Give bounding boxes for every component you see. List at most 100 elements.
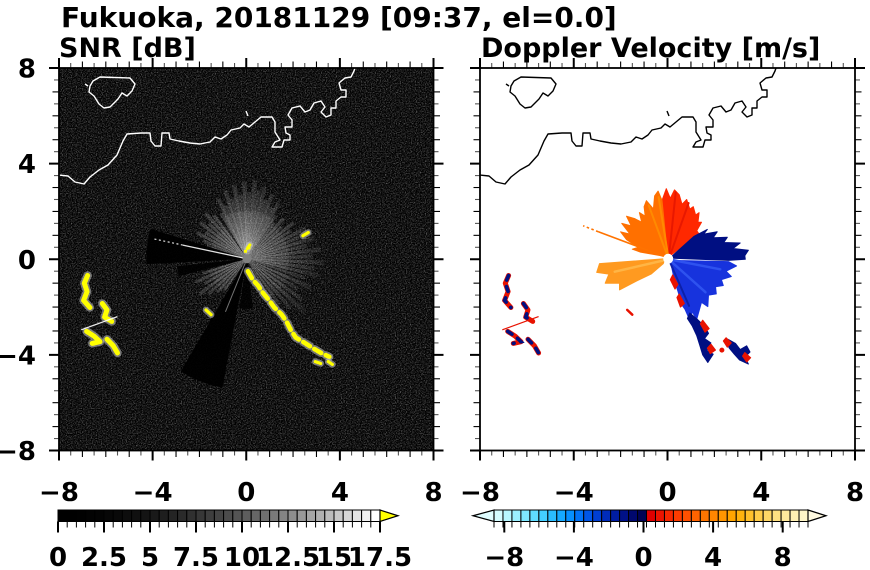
snr-ray bbox=[216, 258, 247, 294]
colorbar-tick-label: 0 bbox=[634, 543, 652, 570]
colorbar-tick-label: 15 bbox=[316, 543, 352, 570]
colorbar-cell bbox=[654, 509, 665, 522]
colorbar-cell bbox=[94, 509, 105, 522]
colorbar-cell bbox=[177, 509, 188, 522]
colorbar-over-arrow bbox=[379, 509, 400, 523]
snr-ray bbox=[246, 180, 258, 259]
vel-texture-ray bbox=[667, 202, 690, 261]
clutter-thin-line bbox=[80, 315, 118, 331]
colorbar-cell bbox=[57, 509, 68, 522]
snr-ray bbox=[207, 222, 247, 259]
colorbar-cell bbox=[601, 509, 612, 522]
colorbar-cell bbox=[592, 509, 603, 522]
x-tick-label: 8 bbox=[424, 478, 442, 508]
colorbar-cell bbox=[502, 509, 513, 522]
colorbar-cell bbox=[305, 509, 317, 522]
snr-ray bbox=[246, 258, 282, 307]
snr-ray bbox=[246, 258, 304, 302]
clutter-echo bbox=[301, 230, 310, 238]
coastline bbox=[505, 83, 670, 117]
colorbar-tick-label: 10 bbox=[224, 543, 260, 570]
colorbar-cell bbox=[186, 509, 197, 522]
vel-echo-navy bbox=[526, 337, 541, 355]
colorbar-cell bbox=[232, 509, 243, 522]
snr-ray bbox=[246, 193, 275, 259]
vel-red-fringe bbox=[722, 337, 732, 348]
panel-axes: −8 −4 0 4 8 −8 −4 0 4 8 8 4 0 −4 −8 bbox=[0, 55, 865, 508]
vel-texture-ray bbox=[613, 258, 670, 273]
vel-echo-navy bbox=[505, 329, 525, 346]
radar-site-dot bbox=[242, 254, 252, 264]
snr-thin-ray bbox=[182, 244, 248, 260]
figure-title: Fukuoka, 20181129 [09:37, el=0.0] bbox=[61, 1, 617, 34]
snr-ray bbox=[246, 225, 283, 259]
colorbar-cell bbox=[493, 509, 504, 522]
snr-ray bbox=[246, 258, 293, 310]
vel-navy-ne-fan bbox=[669, 228, 749, 261]
colorbar-tick-label: −8 bbox=[484, 543, 524, 570]
vel-red-fringe bbox=[669, 274, 679, 290]
colorbar-cell bbox=[646, 509, 656, 522]
colorbar-cell bbox=[762, 509, 773, 522]
vel-colorbar: −8 −4 0 4 8 bbox=[470, 509, 828, 570]
snr-ray bbox=[246, 235, 315, 259]
colorbar-cell bbox=[296, 509, 307, 522]
colorbar-cell bbox=[324, 509, 335, 522]
snr-ray bbox=[246, 258, 319, 278]
clutter-echo bbox=[326, 360, 334, 366]
snr-panel-image bbox=[59, 68, 434, 451]
snr-ray bbox=[246, 191, 252, 259]
colorbar-tick-label: 4 bbox=[704, 543, 722, 570]
y-tick-label: 8 bbox=[18, 55, 36, 85]
snr-ray bbox=[198, 258, 247, 296]
snr-ray bbox=[246, 201, 281, 259]
colorbar-cell bbox=[269, 509, 280, 522]
snr-ray bbox=[212, 214, 247, 259]
snr-ray bbox=[219, 212, 247, 259]
colorbar-cell bbox=[149, 509, 160, 522]
vel-texture-ray bbox=[667, 191, 677, 261]
colorbar-cell bbox=[771, 509, 782, 522]
panel-frame bbox=[58, 67, 435, 452]
snr-ray bbox=[206, 244, 247, 259]
colorbar-cell bbox=[112, 509, 123, 522]
clutter-echo bbox=[245, 268, 332, 360]
colorbar-tick-label: 12.5 bbox=[256, 543, 320, 570]
colorbar-cell bbox=[583, 509, 594, 522]
snr-shadow-sector bbox=[177, 258, 247, 277]
snr-shadow-sector bbox=[239, 258, 253, 309]
snr-ray bbox=[246, 186, 267, 259]
snr-thin-ray-dashed bbox=[152, 238, 183, 246]
y-tick-label: −8 bbox=[0, 437, 36, 467]
vel-red-fringe bbox=[676, 293, 685, 308]
snr-ray bbox=[246, 243, 307, 259]
vel-panel-image bbox=[480, 68, 855, 451]
panel-frame bbox=[479, 67, 856, 452]
snr-ray bbox=[230, 198, 247, 259]
snr-glow-sector bbox=[246, 258, 289, 302]
vel-texture-ray bbox=[667, 258, 691, 307]
x-tick-label: 0 bbox=[658, 478, 676, 508]
snr-ray bbox=[246, 214, 278, 259]
snr-ray bbox=[246, 190, 261, 259]
colorbar-cell bbox=[131, 509, 142, 522]
colorbar-cell bbox=[287, 509, 298, 522]
snr-ray bbox=[246, 258, 306, 314]
colorbar-tick-label: 17.5 bbox=[348, 543, 412, 570]
colorbar-cell bbox=[789, 509, 800, 522]
snr-ray bbox=[204, 211, 247, 259]
snr-ray bbox=[246, 229, 292, 259]
center-speck bbox=[243, 249, 247, 253]
colorbar-cell bbox=[753, 509, 764, 522]
clutter-echo bbox=[99, 301, 115, 324]
colorbar-cell bbox=[241, 509, 252, 522]
colorbar-under-arrow bbox=[470, 509, 495, 523]
x-tick-label: 0 bbox=[237, 478, 255, 508]
snr-ray bbox=[246, 246, 322, 259]
snr-ray bbox=[246, 226, 307, 259]
snr-ray bbox=[203, 258, 247, 286]
snr-ray bbox=[246, 258, 306, 280]
snr-ray bbox=[224, 204, 247, 259]
